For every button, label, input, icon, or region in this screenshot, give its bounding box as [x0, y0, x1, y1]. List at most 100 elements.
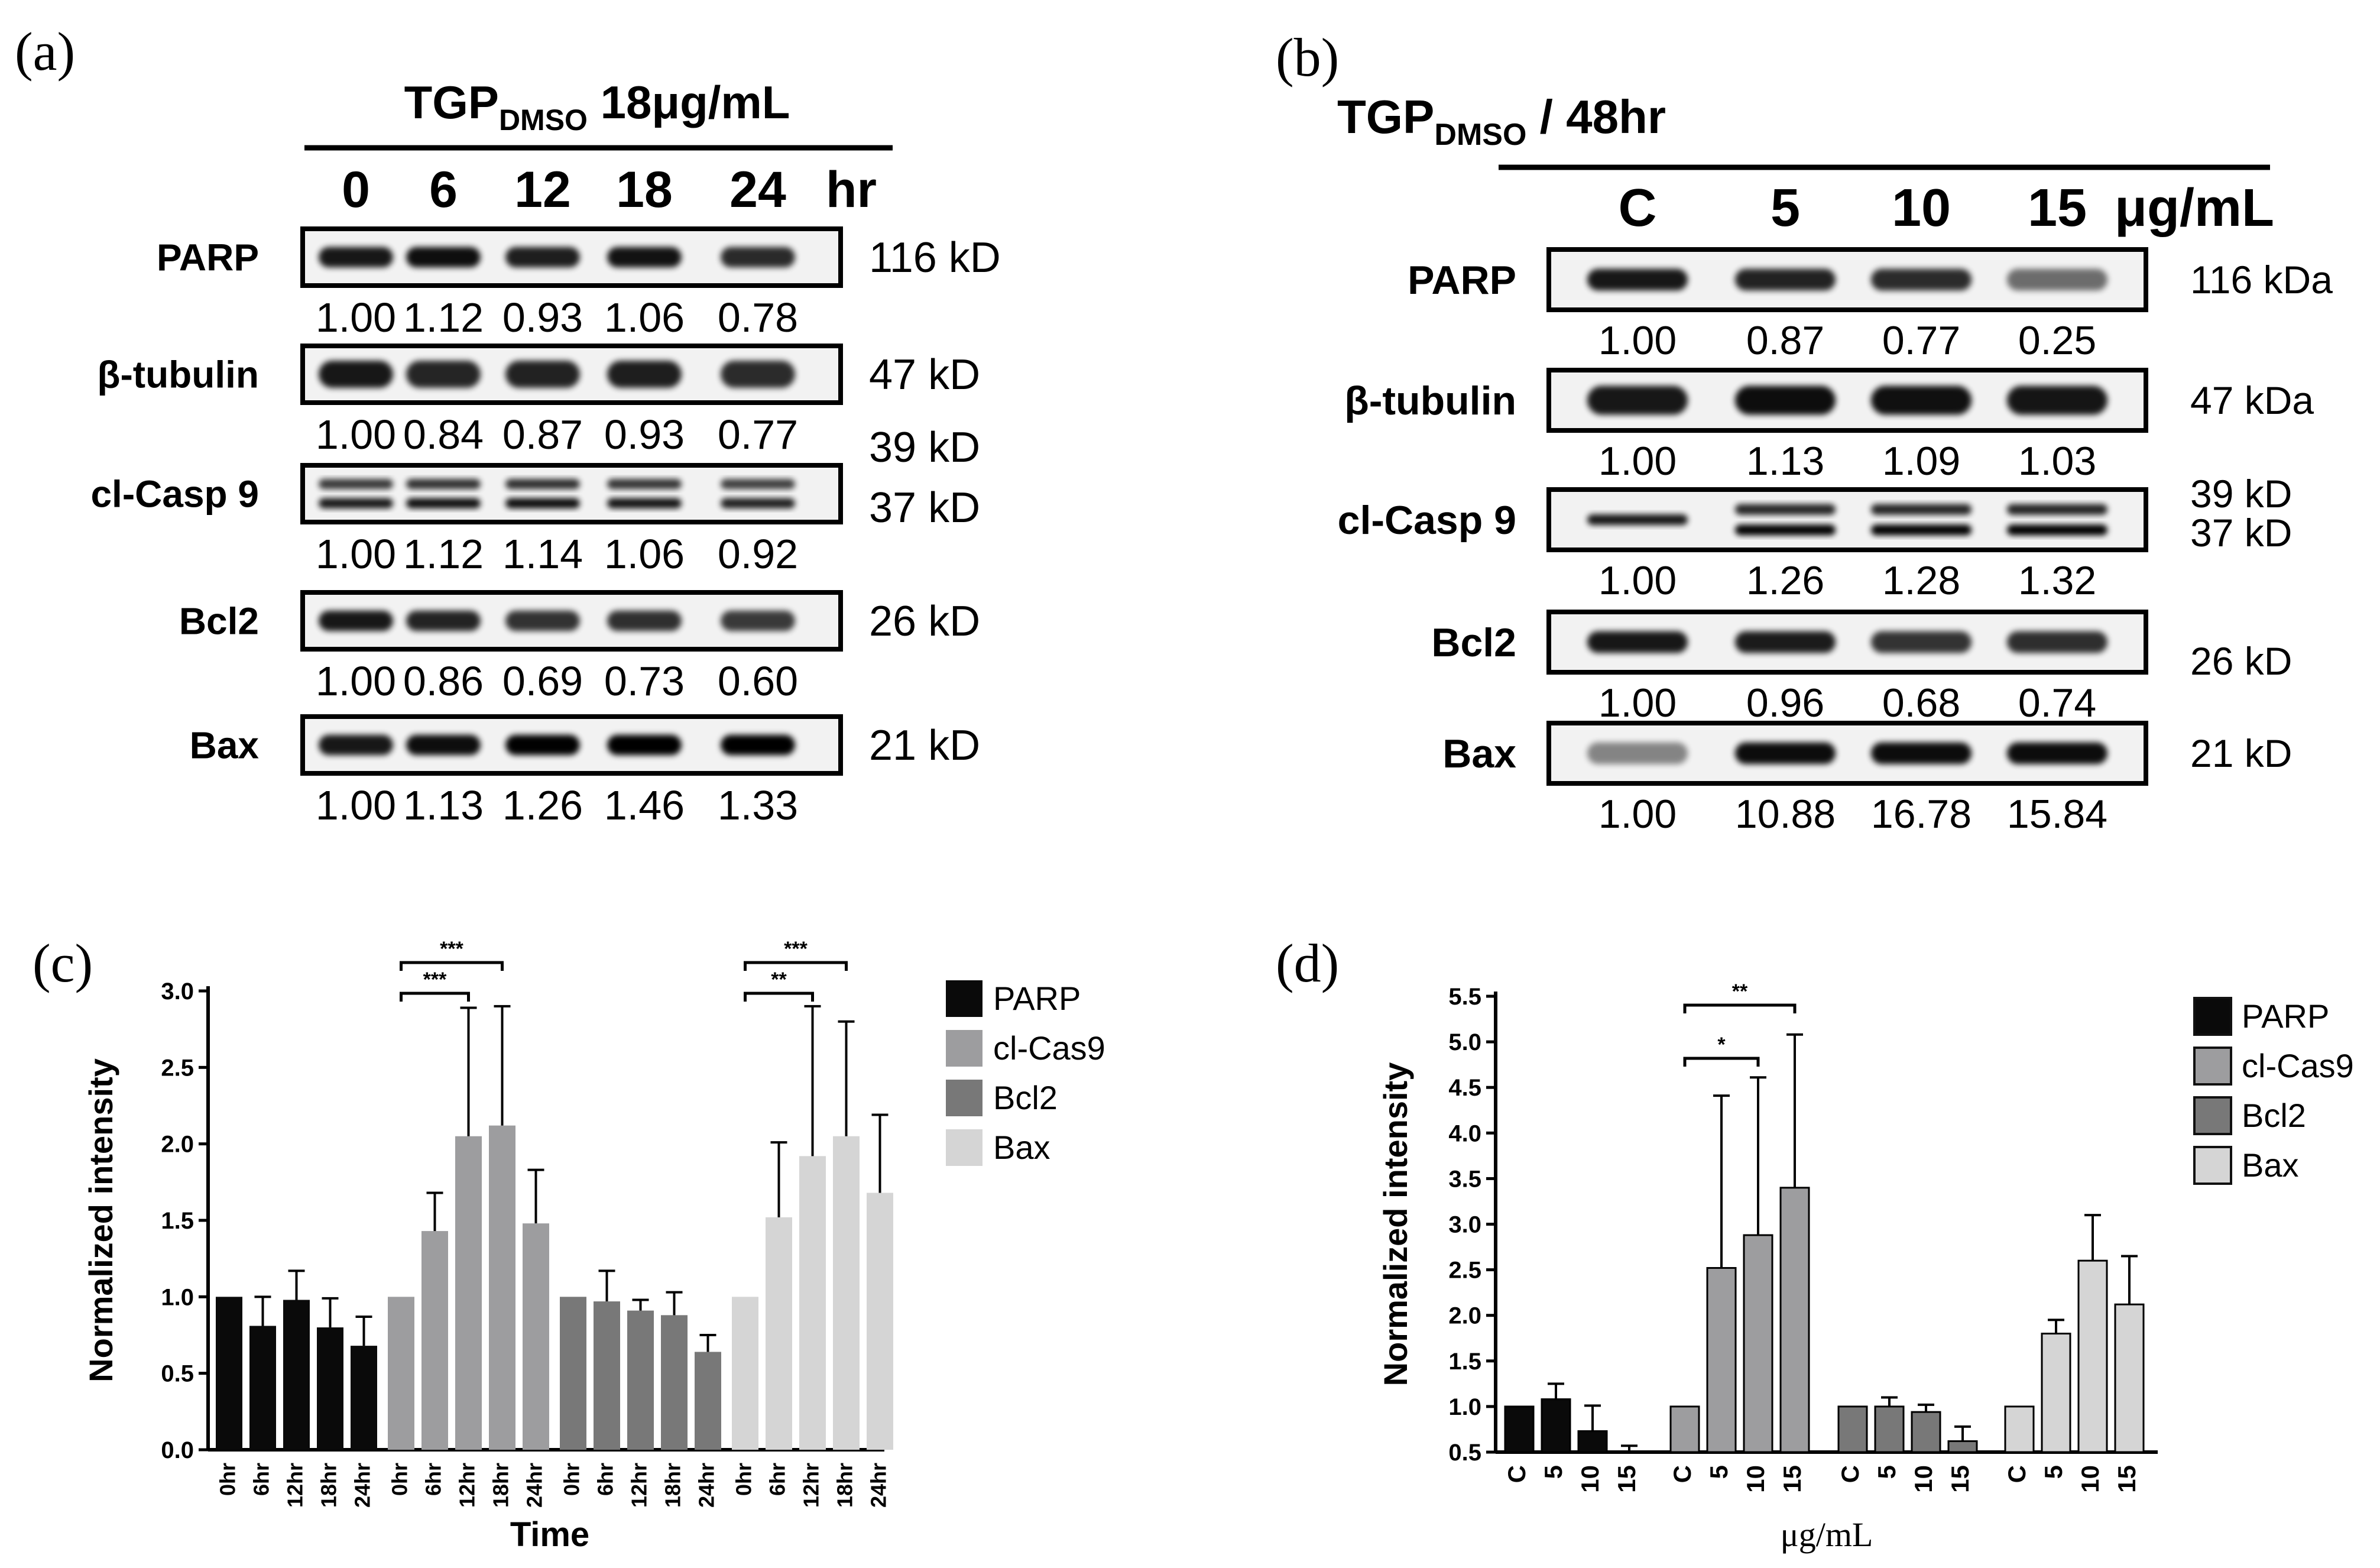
bar [249, 1326, 276, 1450]
x-tick-label: 6hr [249, 1463, 274, 1496]
kd-label: 26 kD [2190, 639, 2292, 683]
significance-label: ** [771, 968, 787, 991]
series-parp: C 5 10 15 [1503, 1382, 1640, 1493]
blot-band [505, 610, 580, 631]
bar [1577, 1430, 1608, 1453]
bar [523, 1223, 549, 1450]
bar [1779, 1187, 1810, 1453]
blot-band [406, 247, 481, 268]
densitometry-value: 15.84 [2007, 792, 2107, 837]
legend-swatch [946, 1030, 983, 1067]
densitometry-value: 1.00 [316, 412, 396, 458]
x-tick-label: C [1668, 1465, 1696, 1483]
protein-label: cl-Casp 9 [90, 472, 259, 515]
densitometry-value: 0.92 [718, 531, 798, 577]
kd-label: 47 kD [869, 351, 980, 399]
densitometry-value: 1.00 [1598, 439, 1677, 484]
panel-label-a: (a) [15, 21, 75, 82]
blot-band [1870, 385, 1972, 415]
densitometry-value: 1.33 [718, 782, 798, 828]
bar [1706, 1267, 1737, 1453]
x-tick-label: 15 [1778, 1465, 1806, 1493]
blot-band [1587, 631, 1688, 653]
densitometry-value: 0.87 [502, 412, 583, 458]
kd-label: 37 kD [869, 484, 980, 532]
blot-band [319, 360, 393, 388]
lane-unit-label: μg/mL [2115, 179, 2274, 238]
y-tick-label: 5.5 [1448, 984, 1481, 1010]
densitometry-value: 1.00 [1598, 681, 1677, 725]
densitometry-value: 1.00 [316, 294, 396, 341]
x-tick-label: 5 [1539, 1465, 1567, 1479]
blot-band [319, 498, 393, 508]
x-tick-label: 15 [1613, 1465, 1640, 1493]
significance-bracket [744, 992, 814, 1002]
bar [2041, 1333, 2071, 1453]
header-a: TGPDMSO 18μg/mL [404, 76, 790, 137]
blot-band [721, 610, 795, 631]
y-tick-label: 2.0 [1448, 1303, 1481, 1329]
protein-label: Bax [190, 724, 260, 766]
blot-band [607, 247, 682, 268]
x-tick-label: 15 [1946, 1465, 1974, 1493]
densitometry-value: 1.00 [1598, 318, 1677, 363]
protein-label: cl-Casp 9 [1338, 498, 1516, 543]
densitometry-value: 1.06 [604, 294, 685, 341]
legend-swatch [946, 980, 983, 1017]
blot-band [1587, 268, 1688, 291]
y-tick-label: 2.5 [161, 1055, 194, 1081]
significance-bracket [1683, 1057, 1760, 1067]
densitometry-value: 1.13 [1746, 439, 1824, 484]
y-tick-label: 0.5 [161, 1361, 194, 1387]
densitometry-value: 0.25 [2018, 318, 2096, 363]
blot-band [1870, 631, 1972, 653]
y-axis-label: Normalized intensity [82, 1058, 119, 1382]
blot-band [406, 479, 481, 490]
densitometry-value: 1.12 [403, 531, 484, 577]
densitometry-value: 0.86 [403, 658, 484, 704]
series-bax: C 5 10 15 [2003, 1214, 2145, 1493]
significance-label: *** [440, 938, 463, 960]
protein-label: β-tubulin [1344, 378, 1516, 423]
kd-label: 39 kD [2190, 472, 2292, 516]
x-tick-label: 0hr [216, 1463, 240, 1496]
y-tick-label: 1.0 [161, 1284, 194, 1310]
densitometry-value: 1.26 [1746, 558, 1824, 603]
lane-label: 5 [1771, 179, 1800, 238]
lane-label: 10 [1892, 179, 1951, 238]
y-tick-label: 2.5 [1448, 1258, 1481, 1284]
protein-label: Bcl2 [179, 600, 259, 642]
densitometry-value: 0.96 [1746, 681, 1824, 725]
protein-label: PARP [157, 236, 259, 278]
x-tick-label: 0hr [560, 1463, 584, 1496]
blot-band [607, 360, 682, 388]
bar [317, 1327, 343, 1450]
blot-band [721, 498, 795, 508]
blot-band [721, 360, 795, 388]
series-bcl2: C 5 10 15 [1836, 1396, 1978, 1493]
lane-labels-b: C 5 10 15 μg/mL [1619, 179, 2275, 238]
densitometry-value: 0.93 [502, 294, 583, 341]
densitometry-value: 1.00 [316, 782, 396, 828]
legend-label: Bax [993, 1129, 1050, 1166]
densitometry-value: 10.88 [1735, 792, 1836, 837]
x-tick-label: 10 [1576, 1465, 1604, 1493]
x-tick-label: 18hr [661, 1463, 685, 1508]
bar [1911, 1411, 1941, 1453]
lane-label: 15 [2028, 179, 2087, 238]
x-tick-label: C [1836, 1465, 1864, 1483]
densitometry-value: 1.06 [604, 531, 685, 577]
blot-band [1870, 742, 1972, 764]
panel-label-b: (b) [1276, 27, 1339, 88]
legend-label: Bcl2 [2242, 1097, 2306, 1134]
blot-band [607, 498, 682, 508]
y-tick-label: 1.5 [1448, 1349, 1481, 1375]
legend-swatch [2193, 1096, 2232, 1135]
blot-row-tubulin: β-tubulin 47 kDa 1.00 1.13 1.09 1.03 [1344, 368, 2314, 484]
densitometry-value: 0.93 [604, 412, 685, 458]
x-tick-label: 5 [1705, 1465, 1733, 1479]
x-tick-label: C [2003, 1465, 2031, 1483]
kd-label: 116 kD [869, 234, 1001, 281]
densitometry-value: 0.69 [502, 658, 583, 704]
